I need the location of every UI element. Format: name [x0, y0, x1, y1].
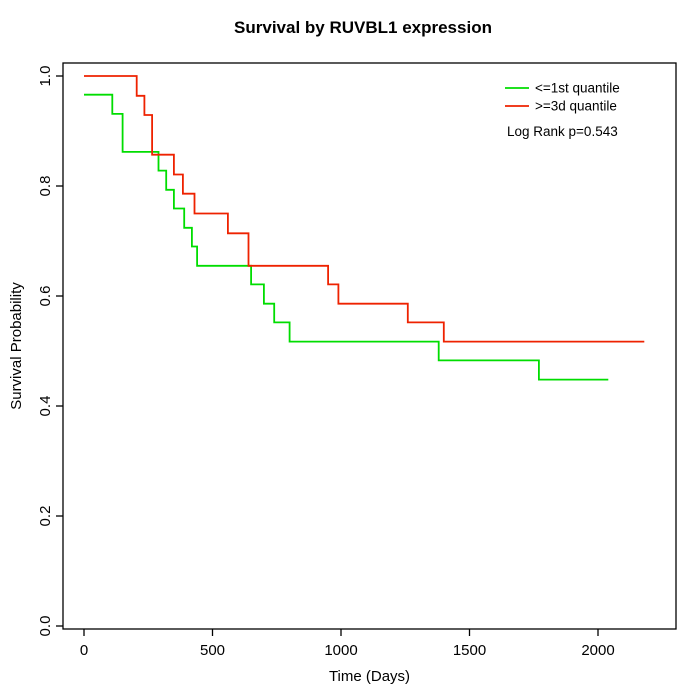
y-tick-label: 0.4	[37, 396, 54, 417]
x-tick-label: 500	[200, 642, 225, 659]
y-tick-label: 0.6	[37, 286, 54, 307]
plot-box	[62, 62, 677, 630]
y-tick-label: 0.8	[37, 176, 54, 197]
x-tick-label: 2000	[581, 642, 614, 659]
logrank-annotation: Log Rank p=0.543	[507, 124, 618, 139]
y-axis-label: Survival Probability	[8, 282, 25, 410]
y-tick-label: 1.0	[37, 66, 54, 87]
y-tick-label: 0.2	[37, 506, 54, 527]
x-tick-label: 1500	[453, 642, 486, 659]
y-tick-label: 0.0	[37, 616, 54, 637]
legend-label: >=3d quantile	[535, 99, 617, 114]
legend-label: <=1st quantile	[535, 81, 620, 96]
chart-title: Survival by RUVBL1 expression	[234, 18, 492, 37]
x-axis-label: Time (Days)	[329, 668, 410, 685]
series-line-1	[84, 75, 645, 343]
x-tick-label: 1000	[324, 642, 357, 659]
x-tick-label: 0	[80, 642, 88, 659]
